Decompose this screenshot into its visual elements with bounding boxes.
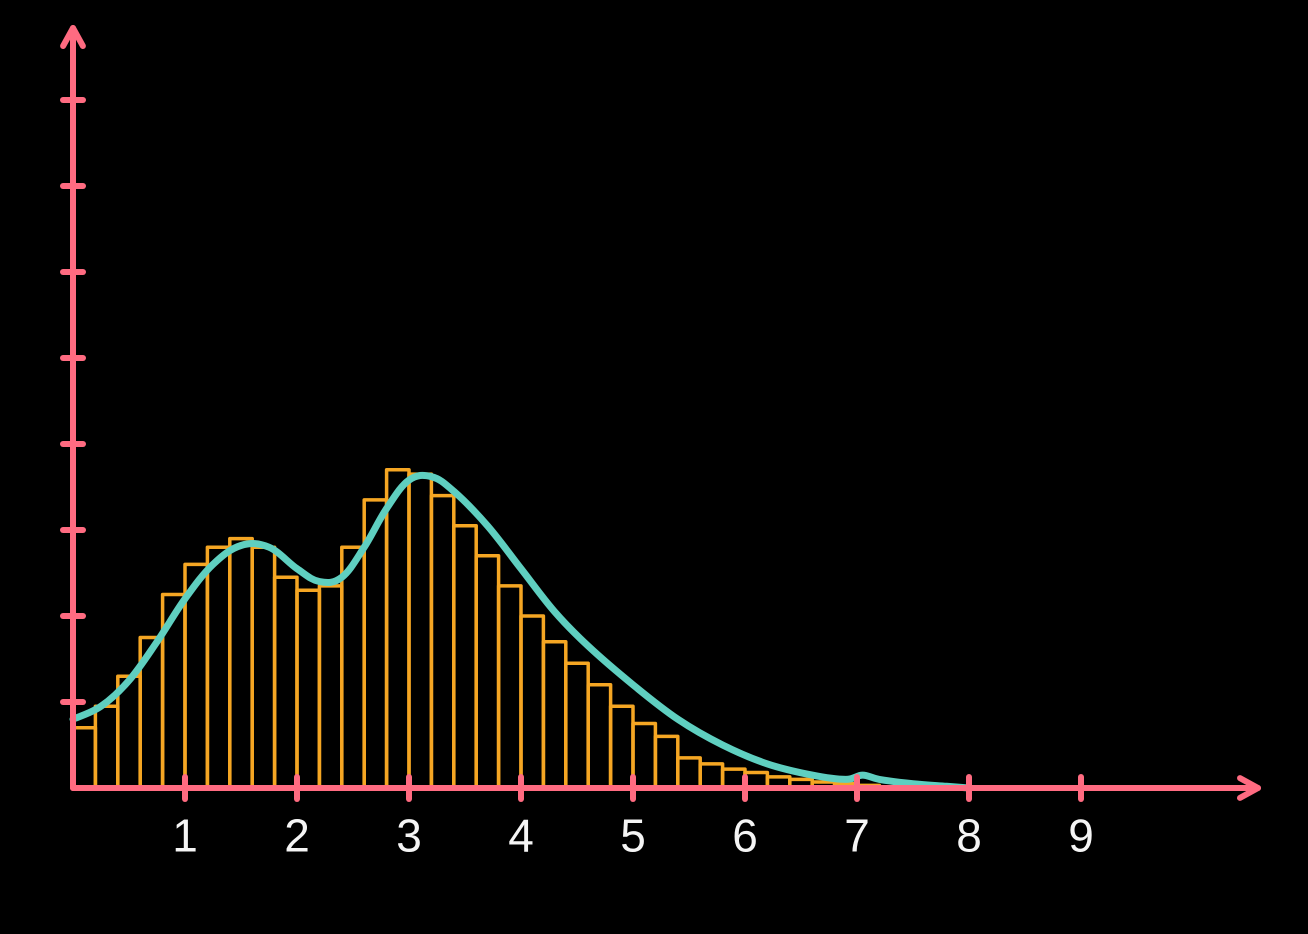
histogram-bar	[678, 758, 700, 788]
histogram-bar	[431, 496, 453, 788]
x-axis-label: 8	[956, 810, 982, 862]
histogram-bar	[611, 706, 633, 788]
x-axis-label: 1	[172, 810, 198, 862]
x-axis-label: 7	[844, 810, 870, 862]
histogram-bar	[409, 474, 431, 788]
histogram-bar	[476, 556, 498, 788]
x-axis-label: 4	[508, 810, 534, 862]
x-axis-label: 5	[620, 810, 646, 862]
histogram-bar	[387, 470, 409, 788]
histogram-bar	[633, 724, 655, 789]
histogram-bar	[297, 590, 319, 788]
x-axis-label: 2	[284, 810, 310, 862]
histogram-bar	[275, 577, 297, 788]
histogram-bar	[252, 547, 274, 788]
histogram-bar	[588, 685, 610, 788]
histogram-bar	[454, 526, 476, 788]
histogram-bar	[73, 728, 95, 788]
histogram-bar	[700, 764, 722, 788]
histogram-bar	[342, 547, 364, 788]
histogram-bar	[521, 616, 543, 788]
x-axis-label: 3	[396, 810, 422, 862]
histogram-bar	[655, 736, 677, 788]
histogram-bar	[207, 547, 229, 788]
histogram-bar	[499, 586, 521, 788]
x-axis-label: 9	[1068, 810, 1094, 862]
histogram-bar	[95, 706, 117, 788]
histogram-bar	[319, 586, 341, 788]
x-axis-label: 6	[732, 810, 758, 862]
histogram-density-chart: 1 2 3 4 5 6 7 8 9	[0, 0, 1308, 934]
histogram-bar	[543, 642, 565, 788]
histogram-bar	[566, 663, 588, 788]
histogram-bar	[230, 539, 252, 788]
